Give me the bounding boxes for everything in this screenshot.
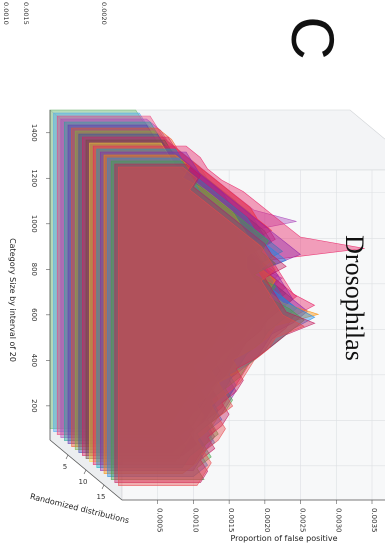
series-area-5 bbox=[103, 154, 320, 474]
z-tick-label: 15 bbox=[97, 493, 106, 501]
y-tick-label: 0.0025 bbox=[299, 508, 307, 533]
y-tick-label: 0.0010 bbox=[191, 508, 199, 533]
series-area-3 bbox=[110, 160, 305, 480]
z-tick-mark bbox=[65, 454, 69, 460]
x-tick-label: 1200 bbox=[30, 169, 38, 187]
y-tick-label: 0.0030 bbox=[334, 508, 342, 533]
y-tick-label: 0.0015 bbox=[227, 508, 235, 533]
series-area-8 bbox=[92, 145, 365, 465]
series-area-9 bbox=[89, 142, 283, 462]
series-area-11 bbox=[82, 136, 298, 456]
axes-layer: 200 400 600 800 1000 1200 1400 0.0005 0.0010 0.00… bbox=[30, 110, 385, 533]
series-area-16 bbox=[64, 121, 280, 441]
series-area-10 bbox=[85, 139, 294, 459]
y-tick-label: 0.0020 bbox=[263, 508, 271, 533]
y-tick-label: 0.0005 bbox=[156, 508, 164, 533]
bg-tick-label: 0.0020 bbox=[100, 2, 108, 25]
chart-title: Drosophilas bbox=[340, 235, 369, 361]
series-area-18 bbox=[56, 115, 280, 435]
x-tick-label: 400 bbox=[30, 354, 38, 367]
z-tick-mark bbox=[101, 484, 105, 490]
series-area-2 bbox=[114, 163, 316, 483]
bg-tick-labels: 0.0010 0.0015 0.0020 bbox=[2, 2, 108, 25]
x-tick-label: 800 bbox=[30, 263, 38, 276]
panel-label: C bbox=[279, 16, 346, 59]
series-area-14 bbox=[71, 127, 287, 447]
x-tick-label: 600 bbox=[30, 308, 38, 321]
z-tick-label: 10 bbox=[79, 478, 88, 486]
bg-tick-label: 0.0010 bbox=[2, 2, 10, 25]
series-area-6 bbox=[100, 151, 308, 471]
z-tick-label: 5 bbox=[63, 463, 67, 471]
x-tick-label: 1400 bbox=[30, 124, 38, 142]
y-tick-label: 0.0035 bbox=[370, 508, 378, 533]
z-axis-label: Randomized distributions bbox=[29, 492, 130, 525]
series-layer bbox=[49, 109, 365, 486]
bg-tick-label: 0.0015 bbox=[22, 2, 30, 25]
x-tick-label: 200 bbox=[30, 399, 38, 412]
x-tick-label: 1000 bbox=[30, 215, 38, 233]
z-tick-mark bbox=[83, 469, 87, 475]
series-area-7 bbox=[96, 148, 298, 468]
x-axis-label: Category Size by interval of 20 bbox=[8, 238, 17, 362]
y-axis-label: Proportion of false positive bbox=[230, 534, 337, 543]
series-area-1 bbox=[118, 166, 305, 486]
